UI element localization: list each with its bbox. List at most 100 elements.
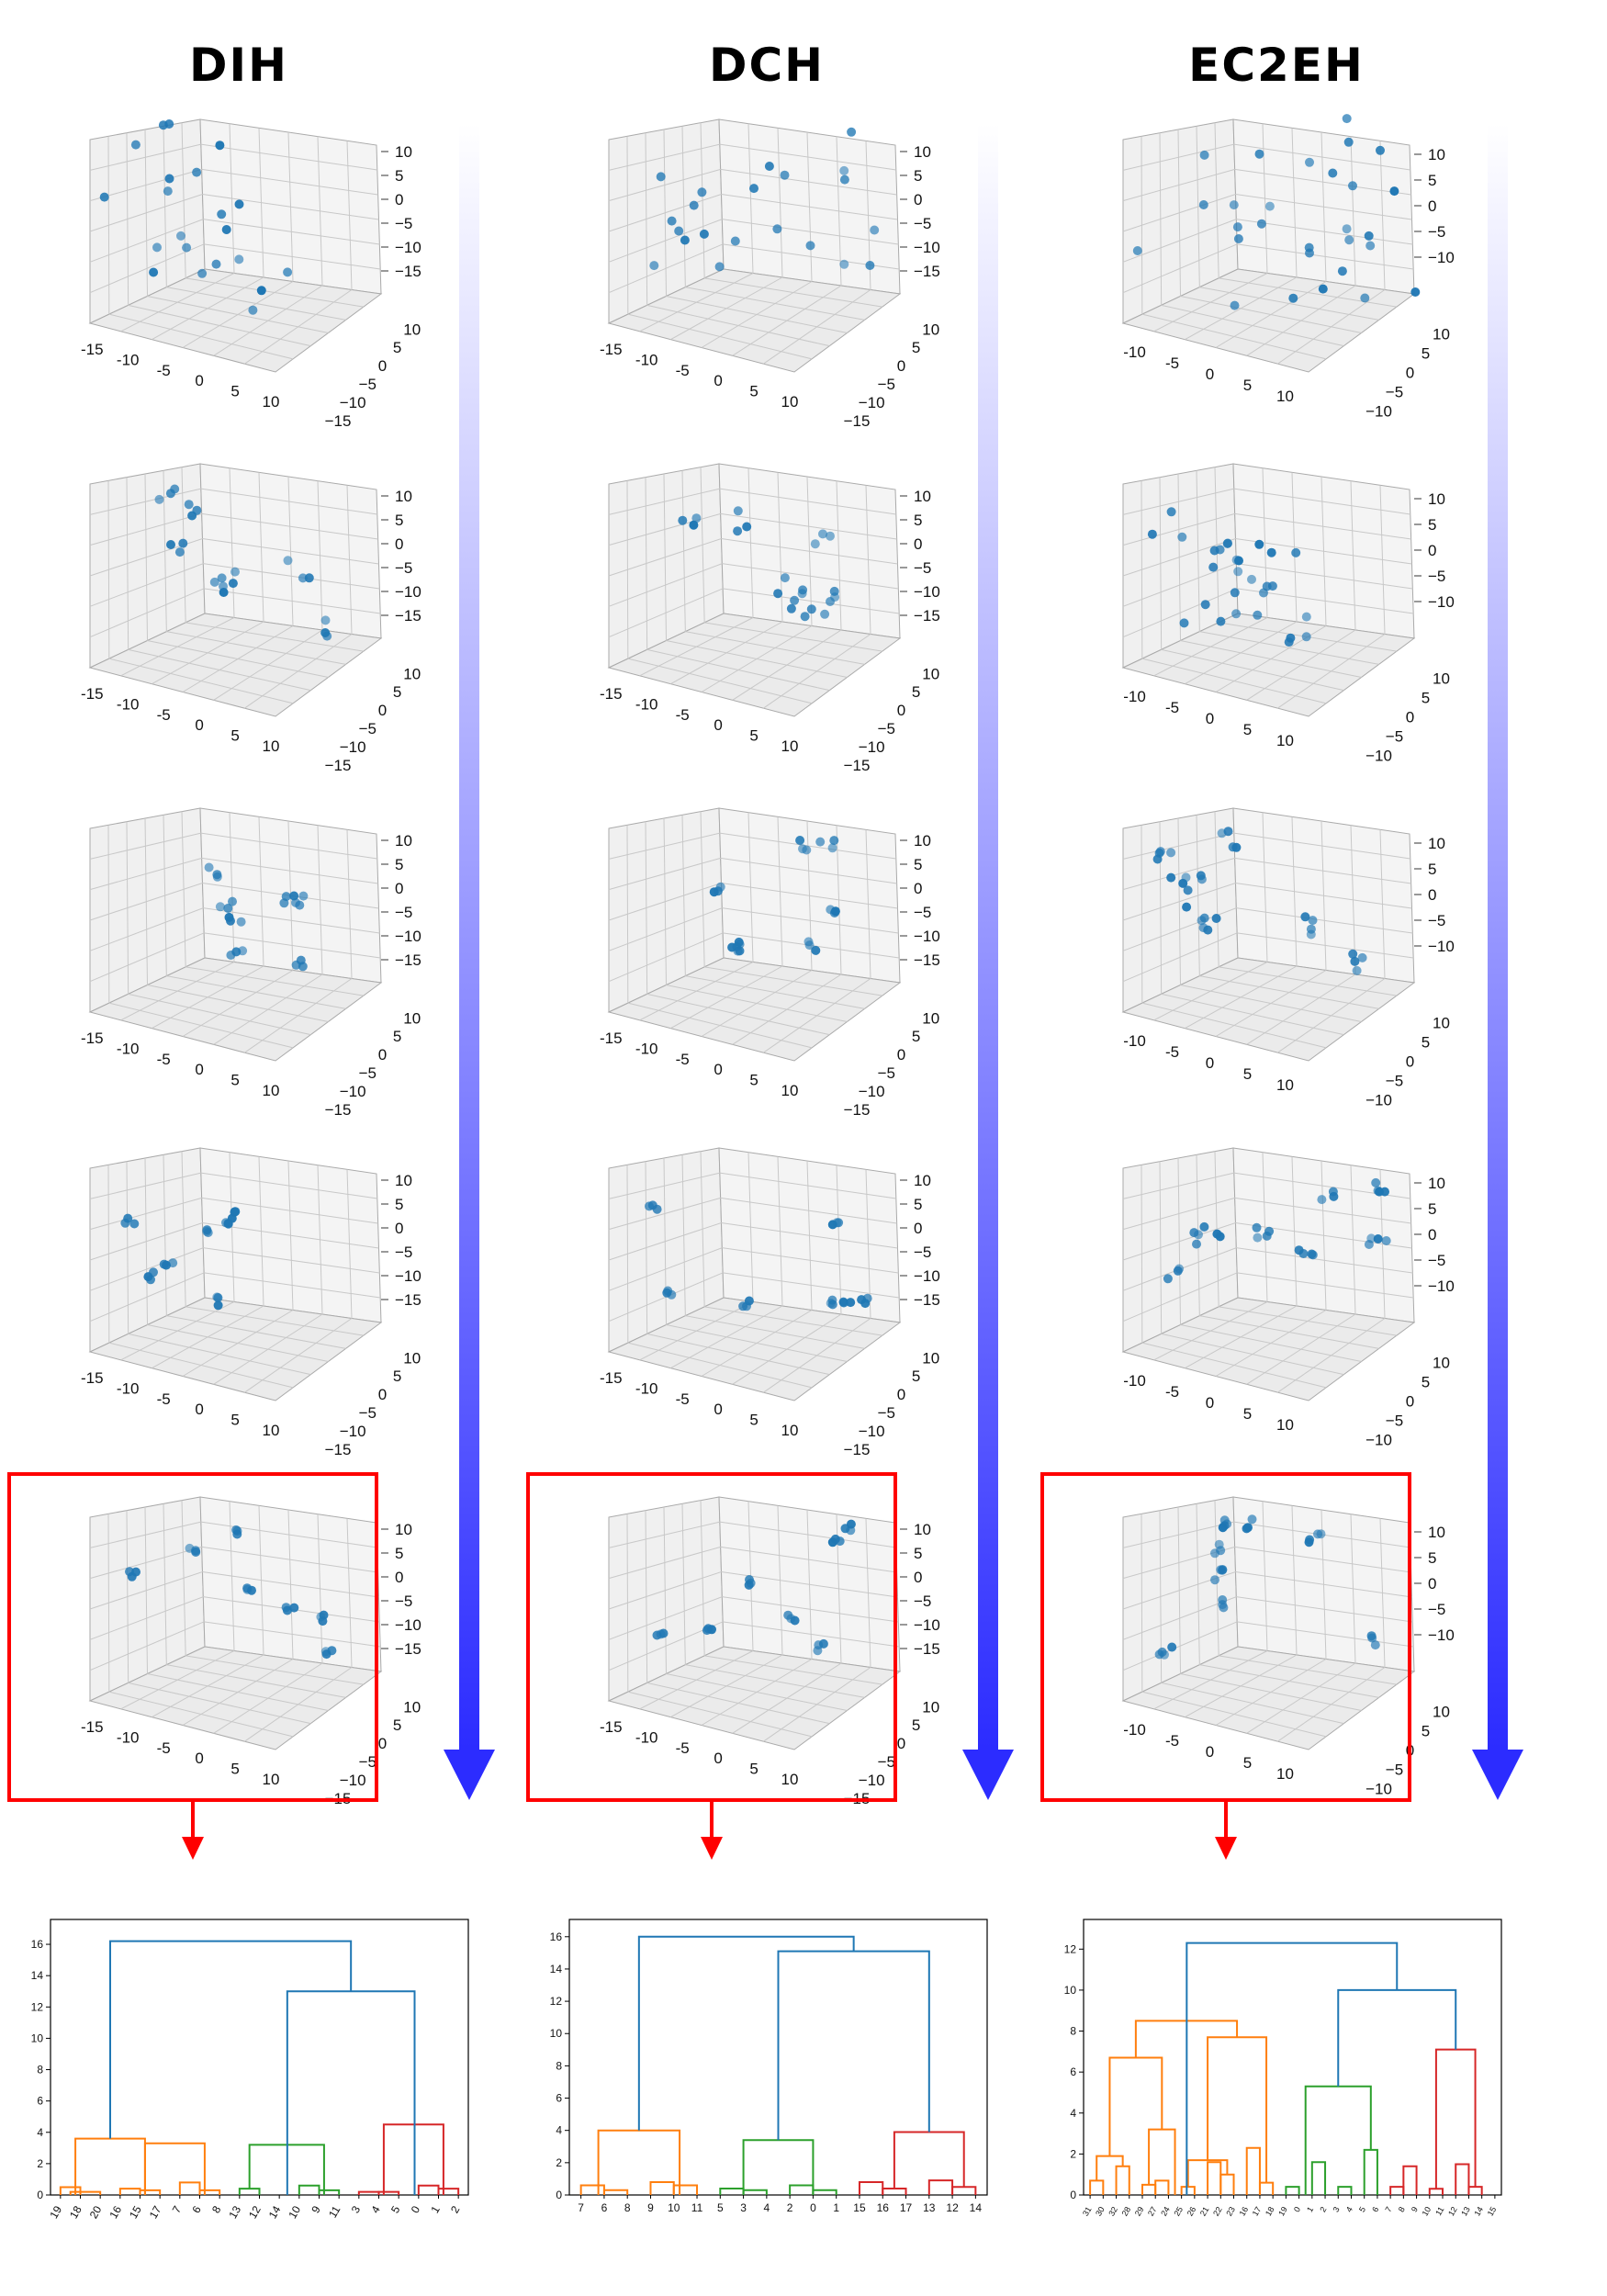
data-point (215, 902, 225, 912)
grid-z (89, 1272, 381, 1322)
data-point (123, 1213, 133, 1223)
data-point (129, 1219, 140, 1229)
data-point (697, 187, 707, 197)
x-tick-label: 10 (1276, 388, 1294, 405)
y-tick-label: −10 (340, 1772, 366, 1789)
grid-y-left (700, 467, 705, 623)
grid-floor-b (1219, 1306, 1397, 1336)
z-tick-label: −15 (914, 951, 940, 969)
z-tick-label: 0 (395, 1220, 403, 1237)
data-point (1197, 916, 1207, 926)
leaf-label: 1 (428, 2203, 443, 2215)
data-point (1254, 539, 1264, 549)
data-point (232, 1529, 242, 1539)
data-point (1381, 1236, 1391, 1245)
highlight-arrow-head (182, 1837, 204, 1860)
grid-floor-b (185, 277, 364, 308)
data-point (242, 1583, 253, 1593)
x-tick-label: 0 (195, 372, 203, 389)
dendrogram-link (777, 1950, 930, 2141)
leaf-label: 7 (1383, 2205, 1393, 2213)
z-tick-label: −5 (395, 215, 412, 232)
data-point (829, 836, 839, 846)
data-point (1173, 1266, 1183, 1276)
z-tick-label: −5 (1428, 1252, 1445, 1269)
data-point (742, 522, 752, 532)
leaf-label: 26 (1186, 2205, 1198, 2218)
grid-x-right (865, 829, 871, 979)
data-point (182, 242, 192, 253)
data-point (1247, 1514, 1257, 1525)
z-tick-label: 10 (914, 143, 931, 161)
leaf-label: 5 (388, 2203, 403, 2215)
dendrogram-link (1186, 2159, 1229, 2188)
x-tick-label: -10 (635, 695, 658, 713)
y-tick-label: 5 (1422, 1723, 1430, 1740)
dendrogram-link (1285, 2186, 1300, 2195)
grid-z (608, 932, 900, 983)
dendrogram-link (143, 2142, 206, 2195)
x-tick-label: -10 (117, 1040, 140, 1057)
data-point (1317, 1195, 1327, 1205)
grid-x-right (865, 1518, 871, 1668)
data-point (1166, 848, 1176, 858)
x-tick-label: -10 (635, 1379, 658, 1397)
y-tick-label: −10 (340, 1423, 366, 1440)
z-tick-label: −15 (395, 607, 421, 625)
leaf-label: 3 (740, 2201, 747, 2214)
x-tick-label: -10 (635, 351, 658, 368)
z-tick-label: −10 (395, 1267, 421, 1285)
data-point (749, 184, 759, 194)
data-point (223, 904, 233, 913)
y-tick-label: 0 (378, 1386, 387, 1403)
y-tick-label: 14 (31, 1969, 44, 1982)
data-point (709, 887, 719, 897)
x-tick-label: 10 (781, 1082, 799, 1099)
data-point (1163, 1274, 1173, 1284)
x-tick-label: -15 (81, 1369, 104, 1387)
y-tick-label: −10 (859, 1772, 885, 1789)
z-tick-label: −5 (395, 559, 412, 577)
grid-y-left (181, 1151, 186, 1307)
leaf-label: 20 (87, 2203, 105, 2221)
data-point (1222, 1519, 1232, 1529)
x-tick-label: -15 (81, 341, 104, 358)
data-point (1218, 1600, 1228, 1610)
data-point (221, 225, 231, 234)
data-point (847, 127, 857, 137)
dendrogram-link (1434, 2048, 1477, 2189)
z-tick-label: 5 (1428, 1200, 1436, 1218)
data-point (667, 216, 677, 226)
y-tick-label: 0 (378, 1735, 387, 1752)
z-tick-label: −5 (395, 904, 412, 921)
data-point (826, 531, 835, 541)
leaf-label: 2 (448, 2203, 463, 2215)
leaf-label: 10 (286, 2203, 303, 2221)
x-tick-label: -15 (81, 1718, 104, 1736)
z-tick-label: −10 (395, 239, 421, 256)
z-tick-label: 5 (395, 1196, 403, 1213)
data-point (1233, 234, 1243, 243)
data-point (234, 254, 244, 264)
y-tick-label: 5 (912, 683, 920, 701)
grid-z (1122, 588, 1414, 638)
x-tick-label: 0 (1206, 366, 1214, 383)
z-tick-label: 5 (395, 856, 403, 873)
z-tick-label: −15 (395, 263, 421, 280)
data-point (1231, 555, 1242, 565)
x-tick-label: -5 (676, 1051, 690, 1068)
x-tick-label: 10 (1276, 1076, 1294, 1094)
z-tick-label: −15 (395, 951, 421, 969)
x-tick-label: 5 (230, 1072, 239, 1089)
data-point (1410, 287, 1421, 297)
leaf-label: 32 (1107, 2205, 1119, 2218)
y-tick-label: −15 (844, 757, 871, 774)
data-point (1198, 200, 1208, 209)
leaf-label: 24 (1159, 2205, 1172, 2218)
x-tick-label: -5 (157, 1739, 171, 1757)
